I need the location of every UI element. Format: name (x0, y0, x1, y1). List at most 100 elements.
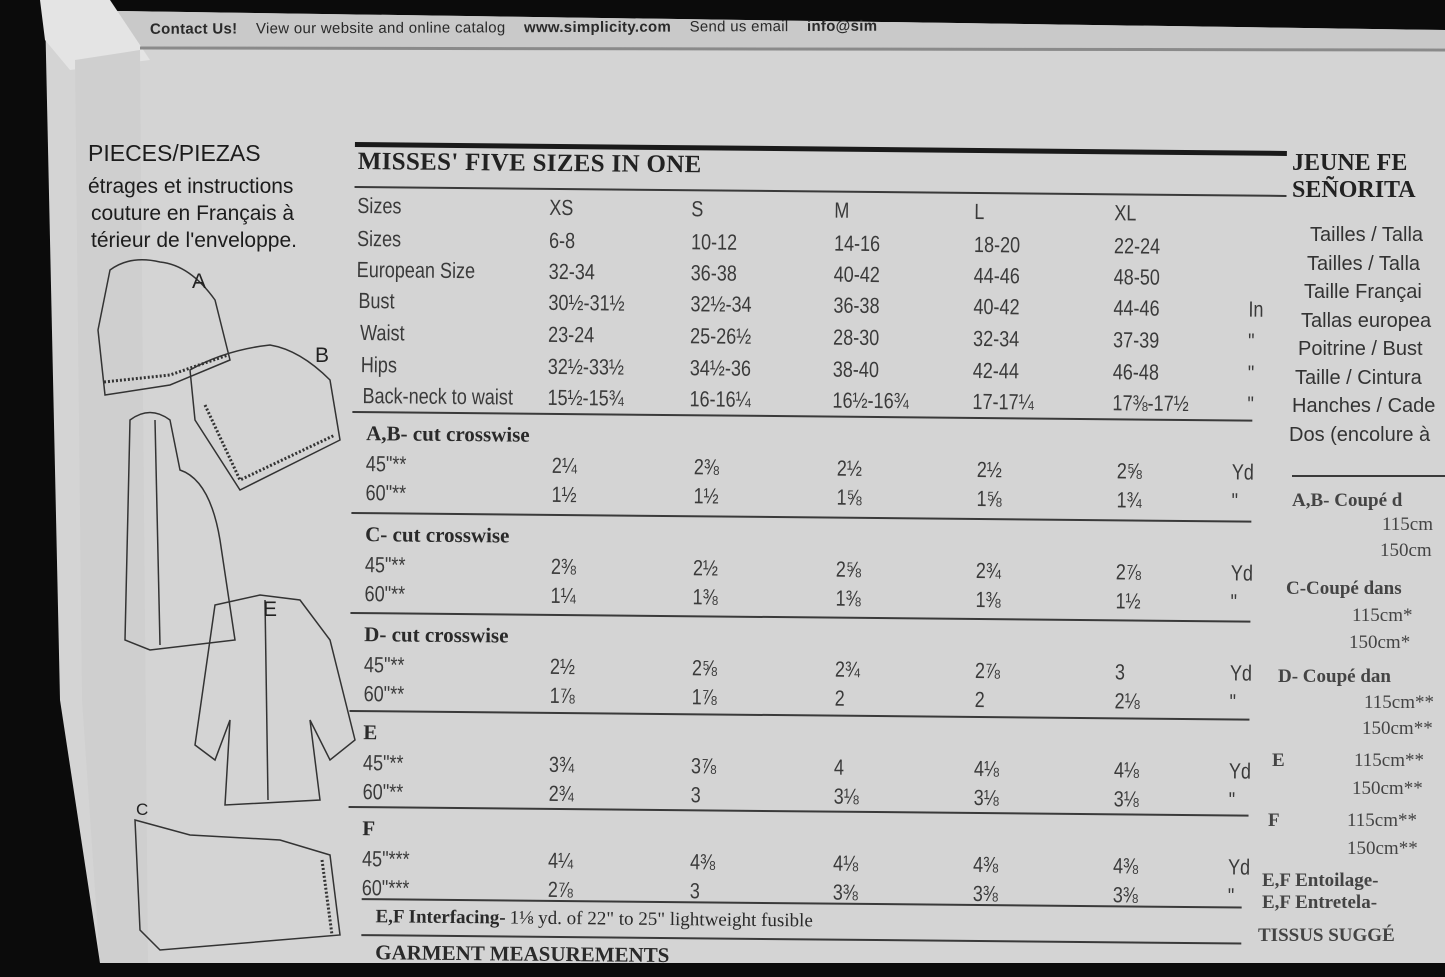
size-value: 6-8 (548, 227, 576, 254)
yardage-value: 2⅛ (1114, 688, 1140, 714)
size-value: 32-34 (972, 325, 1020, 352)
yardage-value: 2 (834, 685, 845, 711)
size-value: 22-24 (1113, 233, 1161, 259)
yardage-value: 3⅛ (973, 784, 999, 811)
unit-label: " (1230, 589, 1238, 615)
row-label: Waist (359, 320, 405, 346)
yardage-value: 2⅝ (1116, 458, 1143, 484)
size-value: 42-44 (972, 357, 1020, 384)
email-text: Send us email (689, 18, 789, 36)
row-label: Hips (360, 352, 398, 378)
yardage-value: 4⅛ (1113, 757, 1140, 783)
size-value: 44-46 (973, 262, 1020, 289)
yardage-value: 2½ (976, 456, 1003, 483)
row-label: European Size (356, 257, 476, 284)
size-value: XL (1114, 200, 1137, 226)
fabric-width: 45"** (362, 750, 404, 776)
size-value: 14-16 (833, 230, 881, 257)
size-value: 34½-36 (689, 355, 752, 381)
size-value: 46-48 (1112, 359, 1160, 385)
right-section-text: 150cm (1380, 540, 1432, 561)
size-value: 25-26½ (689, 323, 752, 349)
fabric-width: 45"** (364, 552, 406, 578)
yardage-value: 2⅜ (693, 454, 720, 480)
unit-label: " (1229, 689, 1237, 715)
size-value: 15½-15¾ (547, 384, 624, 411)
yardage-value: 1¼ (550, 582, 576, 609)
yardage-value: 2½ (549, 653, 576, 680)
yardage-value: 1⅜ (975, 586, 1001, 613)
size-value: 40-42 (973, 293, 1020, 320)
fabric-width: 45"** (365, 451, 407, 477)
yardage-value: 2¼ (551, 452, 578, 479)
row-label: Back-neck to waist (361, 383, 513, 410)
unit-label: Yd (1228, 758, 1252, 784)
fabric-width: 60"** (362, 779, 404, 805)
size-value: 36-38 (833, 292, 880, 319)
unit-label: Yd (1231, 459, 1255, 485)
right-section-text: 115cm (1382, 514, 1434, 535)
right-section-text: 115cm** (1347, 810, 1418, 831)
unit-label: Yd (1227, 854, 1251, 880)
yardage-value: 4⅜ (972, 851, 999, 878)
unit-label: In (1248, 296, 1264, 322)
yardage-value: 1¾ (1116, 487, 1142, 513)
yardage-value: 3⅛ (1113, 786, 1139, 812)
contact-text: View our website and online catalog (255, 19, 506, 38)
section-title: F (362, 816, 376, 841)
yardage-value: 2 (974, 686, 985, 713)
size-value: 37-39 (1112, 327, 1160, 353)
table-title: MISSES' FIVE SIZES IN ONE (357, 148, 702, 179)
size-value: 16-16¼ (689, 386, 751, 412)
size-value: L (974, 198, 985, 225)
right-title-1: JEUNE FE (1292, 150, 1408, 176)
email-address: info@sim (806, 17, 878, 35)
view-letter-c: C (136, 800, 149, 819)
size-value: S (691, 196, 704, 222)
view-letter-e: E (263, 598, 278, 621)
yardage-value: 2¾ (975, 557, 1002, 584)
row-label: Bust (358, 288, 395, 314)
yardage-value: 2⅞ (974, 657, 1001, 684)
view-letter-a: A (192, 270, 207, 293)
garment-measurements-heading: GARMENT MEASUREMENTS (375, 940, 670, 968)
interfacing-text: 1⅛ yd. of 22" to 25" lightweight fusible (509, 907, 813, 932)
garment-illustrations (97, 259, 356, 951)
size-value: 17⅜-17½ (1112, 390, 1189, 417)
size-value: 17-17¼ (972, 388, 1034, 415)
interfacing-label: E,F Interfacing- (375, 906, 506, 929)
size-value: 16½-16¾ (832, 387, 909, 414)
yardage-value: 2⅞ (1115, 559, 1142, 585)
right-section-text: F (1268, 810, 1280, 831)
yardage-value: 3¾ (548, 751, 575, 778)
right-section-text: 150cm** (1352, 778, 1423, 799)
yardage-value: 2⅝ (691, 655, 718, 681)
unit-label: " (1247, 328, 1255, 354)
right-section-text: 115cm** (1364, 692, 1435, 713)
size-value: 18-20 (973, 231, 1021, 258)
yardage-value: 1⅝ (976, 485, 1002, 512)
yardage-value: 4⅛ (832, 850, 859, 876)
right-section-text: TISSUS SUGGÉ (1258, 925, 1395, 946)
right-title-2: SEÑORITA (1292, 177, 1416, 203)
row-label: Sizes (357, 193, 402, 219)
yardage-value: 2½ (836, 455, 863, 481)
view-letter-b: B (315, 344, 330, 367)
right-section-text: 115cm* (1352, 605, 1413, 626)
right-section-text: D- Coupé dan (1278, 666, 1391, 687)
yardage-value: 3⅛ (833, 783, 859, 809)
yardage-value: 2¾ (548, 780, 574, 807)
yardage-value: 2⅜ (550, 553, 577, 580)
size-value: M (834, 197, 850, 223)
yardage-value: 4⅜ (1112, 853, 1139, 879)
yardage-value: 1⅜ (692, 584, 718, 610)
size-value: 38-40 (832, 356, 880, 383)
right-row-label: Hanches / Cade (1292, 395, 1436, 417)
right-section-text: A,B- Coupé d (1292, 490, 1403, 511)
yardage-value: 2⅝ (835, 556, 862, 582)
fabric-width: 60"** (363, 681, 405, 707)
yardage-value: 1⅜ (835, 585, 861, 611)
row-label: Sizes (356, 226, 402, 252)
yardage-value: 4 (833, 754, 845, 780)
